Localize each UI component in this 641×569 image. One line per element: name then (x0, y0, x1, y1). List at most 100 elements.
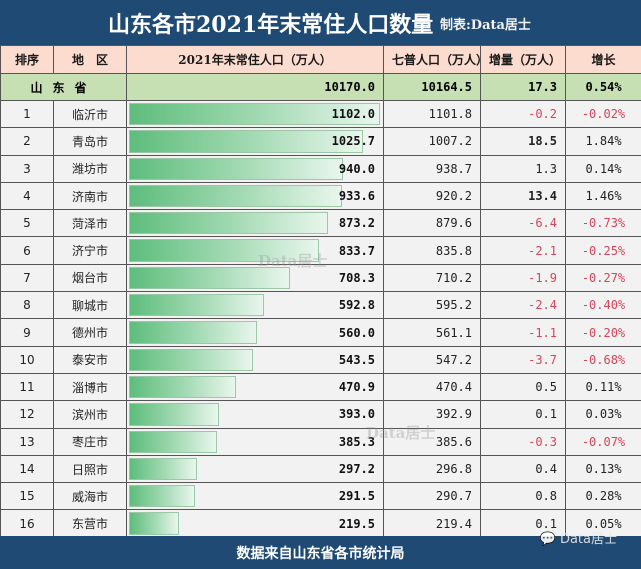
province-growth: 0.54% (565, 73, 641, 101)
census7-cell: 296.8 (383, 454, 481, 484)
watermark: Data居士 (258, 252, 328, 270)
source-label: 数据来自山东省各市统计局 (236, 545, 405, 562)
rank-cell: 15 (0, 482, 54, 511)
city-cell: 淄博市 (53, 372, 127, 402)
population-bar (129, 403, 219, 426)
pop2021-cell: 592.8 (126, 291, 384, 320)
col-header-growth: 增长 (565, 45, 641, 74)
rank-cell: 6 (0, 236, 54, 265)
rank-cell: 16 (0, 509, 54, 538)
page-title: 山东各市2021年末常住人口数量 (108, 12, 434, 38)
pop2021-value: 940.0 (338, 161, 375, 176)
table-row: 14 日照市 297.2 296.8 0.4 0.13% (0, 454, 641, 484)
census7-cell: 547.2 (383, 345, 481, 374)
col-header-pop2021: 2021年末常住人口（万人） (126, 45, 384, 74)
rank-cell: 10 (0, 345, 54, 374)
table-row: 6 济宁市 833.7 835.8 -2.1 -0.25% (0, 236, 641, 265)
population-bar (129, 430, 217, 453)
pop2021-value: 560.0 (338, 325, 375, 340)
province-name: 山东省 (0, 73, 127, 101)
population-bar (129, 512, 179, 535)
table-row: 4 济南市 933.6 920.2 13.4 1.46% (0, 181, 641, 211)
rank-cell: 2 (0, 127, 54, 156)
population-bar (129, 239, 319, 262)
population-bar (129, 184, 342, 208)
city-cell: 枣庄市 (53, 427, 127, 456)
population-bar (129, 457, 197, 481)
pop2021-value: 291.5 (338, 489, 375, 504)
population-bar (129, 294, 264, 317)
population-bar (129, 321, 257, 344)
change-cell: 0.1 (480, 509, 566, 538)
col-header-rank: 排序 (0, 45, 54, 74)
pop2021-cell: 933.6 (126, 181, 384, 211)
growth-cell: 0.13% (565, 454, 641, 484)
rank-cell: 11 (0, 372, 54, 402)
change-cell: 13.4 (480, 181, 566, 211)
census7-cell: 879.6 (383, 209, 481, 238)
growth-cell: -0.20% (565, 318, 641, 347)
population-bar (129, 103, 380, 126)
population-bar (129, 348, 253, 371)
table-row: 13 枣庄市 385.3 385.6 -0.3 -0.07% (0, 427, 641, 456)
pop2021-value: 933.6 (338, 189, 375, 204)
wechat-watermark: 💬 Data居士 (540, 528, 617, 547)
city-cell: 日照市 (53, 454, 127, 484)
table-row: 10 泰安市 543.5 547.2 -3.7 -0.68% (0, 345, 641, 374)
credit-label: 制表:Data居士 (440, 18, 531, 33)
growth-cell: -0.40% (565, 291, 641, 320)
watermark: Data居士 (366, 424, 436, 442)
census7-cell: 470.4 (383, 372, 481, 402)
rank-cell: 8 (0, 291, 54, 320)
wechat-watermark-text: Data居士 (559, 532, 617, 547)
census7-cell: 1007.2 (383, 127, 481, 156)
growth-cell: 1.84% (565, 127, 641, 156)
census7-cell: 710.2 (383, 263, 481, 293)
pop2021-value: 833.7 (338, 243, 375, 258)
change-cell: 1.3 (480, 154, 566, 183)
pop2021-value: 592.8 (338, 298, 375, 313)
rank-cell: 9 (0, 318, 54, 347)
census7-cell: 1101.8 (383, 99, 481, 129)
pop2021-cell: 291.5 (126, 482, 384, 511)
city-cell: 滨州市 (53, 400, 127, 429)
pop2021-cell: 543.5 (126, 345, 384, 374)
growth-cell: 0.03% (565, 400, 641, 429)
growth-cell: 0.11% (565, 372, 641, 402)
city-cell: 东营市 (53, 509, 127, 538)
change-cell: -3.7 (480, 345, 566, 374)
pop2021-cell: 297.2 (126, 454, 384, 484)
province-change: 17.3 (480, 73, 566, 101)
pop2021-cell: 873.2 (126, 209, 384, 238)
pop2021-value: 1025.7 (331, 134, 375, 149)
pop2021-value: 543.5 (338, 352, 375, 367)
census7-cell: 920.2 (383, 181, 481, 211)
pop2021-value: 393.0 (338, 407, 375, 422)
city-cell: 泰安市 (53, 345, 127, 374)
pop2021-value: 470.9 (338, 380, 375, 395)
table-row: 7 烟台市 708.3 710.2 -1.9 -0.27% (0, 263, 641, 293)
table-header-row: 排序 地 区 2021年末常住人口（万人） 七普人口（万人） 增量（万人） 增长 (0, 45, 641, 74)
table-row: 5 菏泽市 873.2 879.6 -6.4 -0.73% (0, 209, 641, 238)
pop2021-cell: 833.7 (126, 236, 384, 265)
province-pop2021: 10170.0 (126, 73, 384, 101)
table-row: 8 聊城市 592.8 595.2 -2.4 -0.40% (0, 291, 641, 320)
city-cell: 菏泽市 (53, 209, 127, 238)
table-row: 2 青岛市 1025.7 1007.2 18.5 1.84% (0, 127, 641, 156)
change-cell: -0.2 (480, 99, 566, 129)
population-bar (129, 266, 290, 290)
change-cell: 0.4 (480, 454, 566, 484)
pop2021-cell: 1102.0 (126, 99, 384, 129)
province-census7: 10164.5 (383, 73, 481, 101)
city-cell: 德州市 (53, 318, 127, 347)
city-cell: 聊城市 (53, 291, 127, 320)
change-cell: -1.1 (480, 318, 566, 347)
census7-cell: 219.4 (383, 509, 481, 538)
census7-cell: 561.1 (383, 318, 481, 347)
growth-cell: -0.02% (565, 99, 641, 129)
rank-cell: 13 (0, 427, 54, 456)
growth-cell: -0.25% (565, 236, 641, 265)
pop2021-cell: 385.3 (126, 427, 384, 456)
pop2021-cell: 560.0 (126, 318, 384, 347)
pop2021-cell: 708.3 (126, 263, 384, 293)
